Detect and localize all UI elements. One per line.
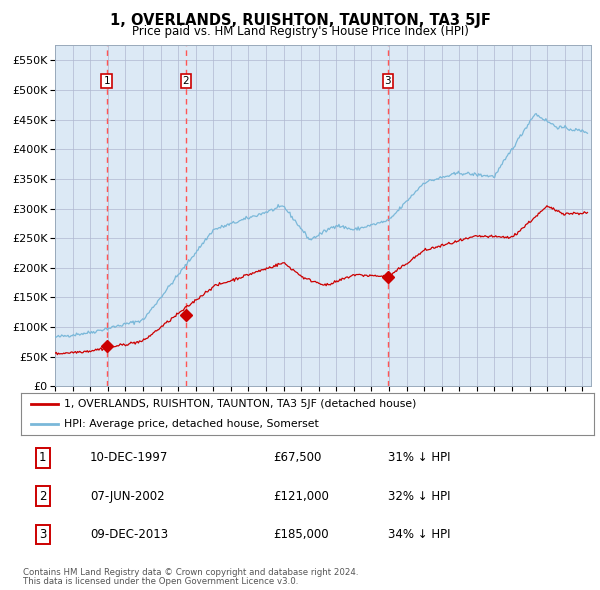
- Text: 1, OVERLANDS, RUISHTON, TAUNTON, TA3 5JF (detached house): 1, OVERLANDS, RUISHTON, TAUNTON, TA3 5JF…: [64, 399, 416, 409]
- Text: £185,000: £185,000: [273, 528, 329, 541]
- Text: 34% ↓ HPI: 34% ↓ HPI: [388, 528, 450, 541]
- Text: 32% ↓ HPI: 32% ↓ HPI: [388, 490, 450, 503]
- Text: 09-DEC-2013: 09-DEC-2013: [90, 528, 168, 541]
- Text: Price paid vs. HM Land Registry's House Price Index (HPI): Price paid vs. HM Land Registry's House …: [131, 25, 469, 38]
- Text: 1: 1: [104, 76, 110, 86]
- Text: 3: 3: [385, 76, 391, 86]
- Text: 31% ↓ HPI: 31% ↓ HPI: [388, 451, 450, 464]
- Text: Contains HM Land Registry data © Crown copyright and database right 2024.: Contains HM Land Registry data © Crown c…: [23, 568, 358, 576]
- Text: £121,000: £121,000: [273, 490, 329, 503]
- Text: 2: 2: [182, 76, 189, 86]
- Text: 1: 1: [39, 451, 47, 464]
- Text: 07-JUN-2002: 07-JUN-2002: [90, 490, 164, 503]
- Text: HPI: Average price, detached house, Somerset: HPI: Average price, detached house, Some…: [64, 419, 319, 429]
- Text: 2: 2: [39, 490, 47, 503]
- Text: This data is licensed under the Open Government Licence v3.0.: This data is licensed under the Open Gov…: [23, 577, 298, 586]
- Text: £67,500: £67,500: [273, 451, 322, 464]
- Text: 3: 3: [39, 528, 46, 541]
- Text: 10-DEC-1997: 10-DEC-1997: [90, 451, 168, 464]
- Text: 1, OVERLANDS, RUISHTON, TAUNTON, TA3 5JF: 1, OVERLANDS, RUISHTON, TAUNTON, TA3 5JF: [110, 13, 490, 28]
